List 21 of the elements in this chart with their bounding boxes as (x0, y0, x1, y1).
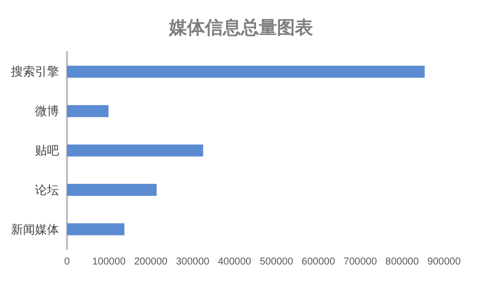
y-tick-label: 搜索引擎 (11, 64, 59, 79)
y-tick-label: 微博 (35, 104, 59, 118)
bar (67, 66, 425, 78)
chart-title: 媒体信息总量图表 (168, 18, 313, 38)
bar (67, 144, 204, 156)
x-tick-label: 900000 (427, 256, 462, 268)
x-tick-label: 300000 (176, 256, 210, 268)
bar (67, 223, 124, 236)
y-tick-label: 论坛 (35, 182, 59, 197)
y-tick-label: 贴吧 (35, 144, 59, 158)
bar (67, 105, 108, 118)
x-tick-label: 800000 (385, 256, 420, 268)
x-tick-label: 200000 (134, 256, 168, 268)
x-tick-label: 700000 (344, 256, 378, 268)
y-tick-label: 新闻媒体 (11, 222, 59, 236)
bar (67, 184, 157, 196)
x-tick-label: 400000 (218, 256, 252, 268)
x-tick-label: 100000 (92, 256, 126, 268)
x-tick-label: 600000 (302, 256, 336, 268)
x-tick-label: 0 (64, 256, 70, 268)
x-tick-label: 500000 (260, 256, 294, 268)
